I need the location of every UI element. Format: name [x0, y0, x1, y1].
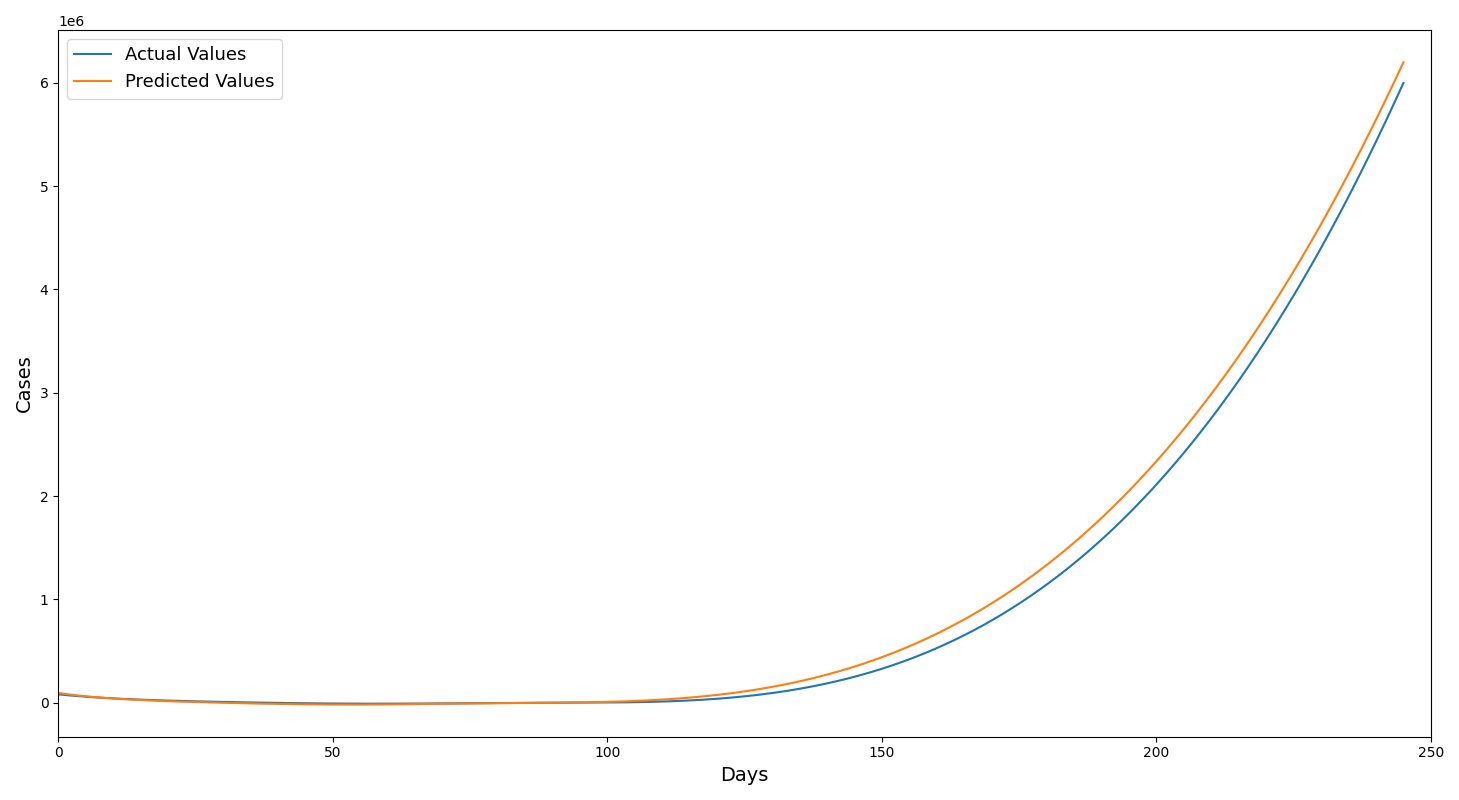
Line: Actual Values: Actual Values	[58, 83, 1404, 704]
Predicted Values	[1395, 58, 1412, 67]
Actual Values	[643, 697, 661, 706]
Actual Values	[50, 690, 67, 699]
Predicted Values	[343, 700, 360, 710]
Predicted Values	[1100, 506, 1118, 516]
Legend: Actual Values, Predicted Values: Actual Values, Predicted Values	[67, 39, 282, 98]
Predicted Values	[975, 604, 992, 614]
Predicted Values	[643, 695, 661, 705]
Line: Predicted Values: Predicted Values	[58, 62, 1404, 705]
Actual Values	[975, 620, 992, 630]
Actual Values	[368, 699, 385, 709]
Predicted Values	[1123, 482, 1141, 492]
Actual Values	[1395, 78, 1412, 88]
Predicted Values	[50, 688, 67, 698]
Predicted Values	[595, 697, 613, 706]
Actual Values	[1100, 529, 1118, 538]
Y-axis label: Cases: Cases	[15, 354, 34, 412]
Actual Values	[595, 698, 613, 707]
Predicted Values	[187, 698, 204, 707]
Actual Values	[1123, 505, 1141, 514]
X-axis label: Days: Days	[721, 766, 769, 785]
Actual Values	[187, 697, 204, 706]
